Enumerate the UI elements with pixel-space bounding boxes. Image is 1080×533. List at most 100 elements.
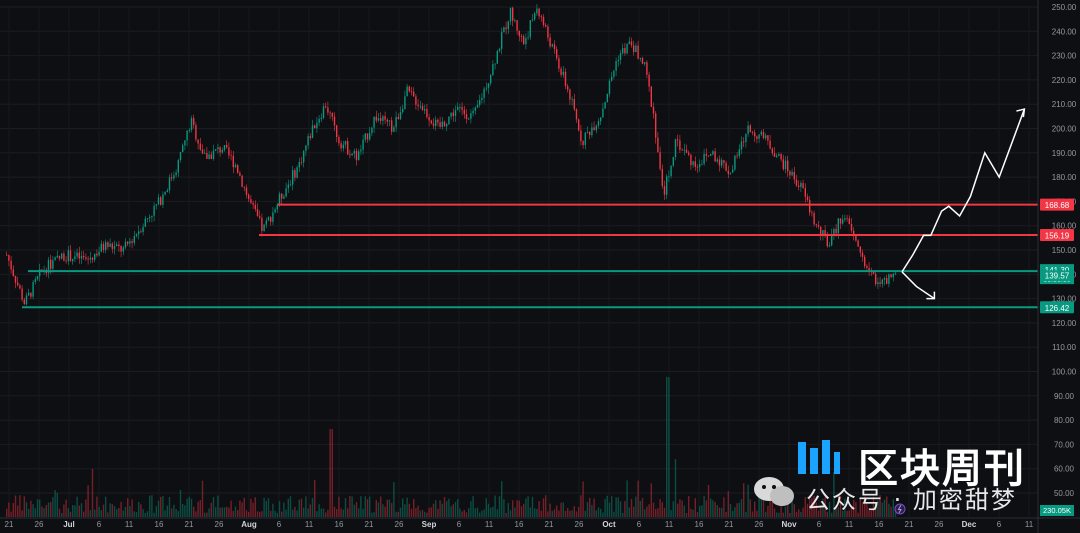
time-axis[interactable]: 21 26 Jul 6 11 16 21 26 Aug 6 11 16 21 26 Sep 6 11 16 21 26… [0,503,1080,529]
candle-body [437,119,439,123]
time-tick-label: Sep [422,520,437,529]
volume-bar [846,510,848,517]
bars-logo-icon [798,440,840,474]
candle-body [113,245,116,249]
candle-body [481,97,483,101]
candle-body [633,45,635,53]
time-tick-label: 21 [185,520,194,529]
time-tick-label: 16 [695,520,704,529]
candle-body [454,110,457,116]
candle-body [182,145,184,153]
price-axis[interactable]: 250.00 240.00 230.00 220.00 210.00 200.00 190.… [1037,0,1077,533]
candle-body [644,62,646,64]
candle-body [751,132,754,134]
volume-bar [96,496,98,517]
volume-bar [65,499,67,517]
volume-bar [670,510,672,517]
candle-body [349,154,351,156]
volume-bar [223,507,226,517]
candle-body [723,160,725,163]
candle-body [798,185,800,188]
candle-body [575,109,578,120]
volume-bar [34,508,36,517]
volume-bar [457,499,459,517]
candle-body [564,71,567,87]
candle-body [619,53,622,60]
candle-body [305,145,307,152]
candle-body [703,154,705,164]
candle-body [470,113,472,119]
candle-body [406,86,408,97]
candle-body [338,136,340,144]
volume-bar [373,512,375,517]
candle-body [157,197,160,205]
candle-body [85,257,87,259]
volume-bar [164,510,166,517]
volume-bar [760,487,762,517]
candle-body [617,59,619,62]
volume-bar [47,502,50,517]
candle-body [63,253,65,261]
volume-bar [498,496,501,517]
candle-body [683,149,685,151]
wechat-icon [754,477,794,506]
candle-body [39,269,41,277]
candle-body [758,134,760,139]
volume-bar [351,496,353,517]
price-tick-label: 190.00 [1052,149,1077,158]
time-tick-label: 11 [1025,520,1034,529]
candle-body [531,19,534,21]
candle-body [212,150,215,159]
projection-up-path[interactable] [901,108,1026,273]
volume-bar [872,497,875,517]
candle-body [296,167,298,178]
candle-body [817,225,820,227]
volume-bar [419,510,421,517]
candle-body [380,118,382,121]
candle-body [14,275,17,283]
volume-bar [663,507,666,517]
volume-bar [707,485,710,517]
candle-body [309,136,311,139]
volume-bar [463,509,465,517]
volume-bar [160,496,162,517]
candle-body [556,49,558,59]
projection-arrows[interactable] [901,108,1026,300]
candle-body [688,152,690,155]
candle-body [743,141,745,143]
candlesticks [6,4,897,306]
projection-down-path[interactable] [901,271,935,300]
candle-body [659,152,661,169]
volume-bar [487,503,490,517]
candle-body [652,106,655,114]
candle-body [8,254,10,261]
volume-bar [776,512,778,517]
horizontal-levels[interactable] [22,203,1038,309]
candle-body [91,257,94,260]
candle-body [50,259,52,269]
volume-bar [131,499,133,517]
candle-body [263,224,265,232]
volume-bar [232,510,234,517]
volume-bar [538,501,540,517]
candle-body [327,107,329,113]
volume-bar [397,511,399,517]
candle-body [388,120,391,122]
candle-body [166,190,168,192]
candle-body [780,154,782,160]
candle-body [19,285,21,289]
volume-bar [388,499,391,517]
candle-body [525,38,527,45]
candle-body [336,125,338,137]
volume-bar [494,495,496,517]
volume-bar [523,503,525,517]
candle-body [287,184,289,189]
volume-bar [723,497,725,517]
volume-bar [842,511,844,517]
volume-bar [406,497,408,517]
volume-bar [239,500,241,517]
volume-bar [446,501,448,517]
volume-bar [276,512,278,517]
volume-bar [296,510,298,517]
